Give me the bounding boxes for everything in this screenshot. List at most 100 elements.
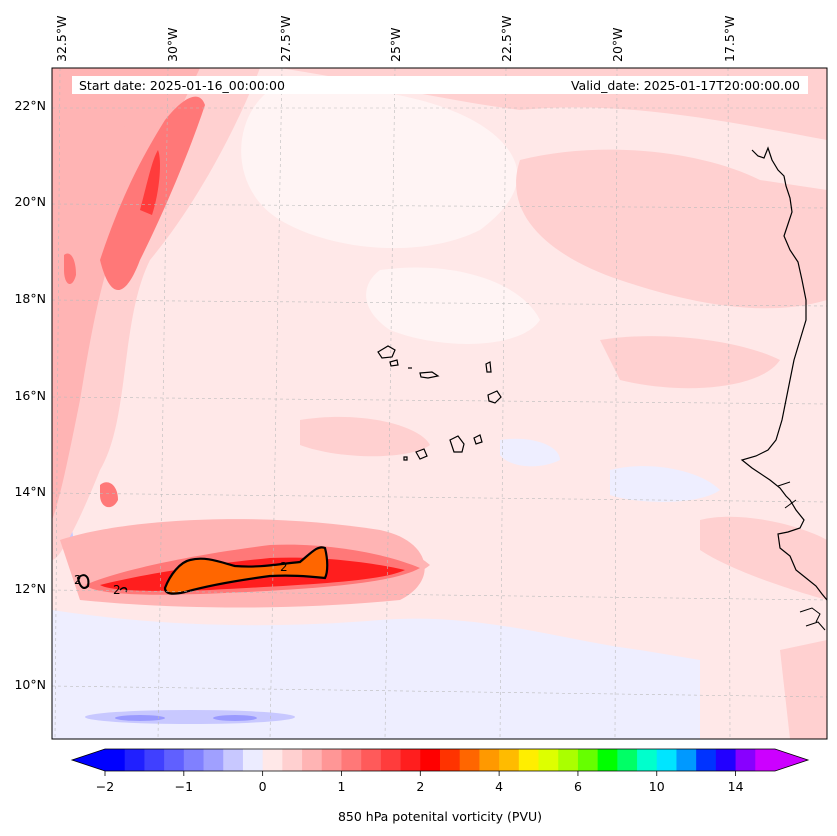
lon-label: 22.5°W [499,16,514,62]
colorbar-segment [105,749,126,771]
island [485,361,492,373]
coastline-detail [777,481,826,631]
negative-pv-patch-center [500,438,560,467]
colorbar-segment [459,749,480,771]
colorbar-segment [302,749,323,771]
lon-label: 30°W [165,27,180,62]
colorbar-segment [380,749,402,771]
lat-label: 22°N [14,98,46,113]
colorbar-segment [538,749,559,771]
pv-2-ridge-core [140,150,160,215]
colorbar-tick-label: 10 [649,779,665,794]
colorbar-segment [755,749,776,771]
contour-label: 2 [280,560,288,574]
colorbar-segment [361,749,382,771]
colorbar-segment [617,749,638,771]
gridline [157,68,169,739]
negative-pv-core [115,715,165,721]
pv-0-5-patch-4 [780,640,827,739]
pv-ridge-spot-2 [100,482,118,508]
pv-2-contour [163,546,329,595]
pv-band-12n-core [165,547,328,594]
colorbar: −2 −1 0 1 2 4 6 10 14 850 hPa potenital vorticit… [70,748,810,824]
lat-label: 18°N [14,291,46,306]
gridline [727,68,731,739]
header-box [72,76,808,94]
colorbar-segment [400,749,421,771]
lat-label: 20°N [14,194,46,209]
valid-date-label: Valid_date: 2025-01-17T20:00:00.00 [571,78,800,93]
colorbar-max-arrow [775,749,808,771]
lat-label: 16°N [14,388,46,403]
colorbar-tick-label: −2 [96,779,114,794]
lon-label: 25°W [388,27,403,62]
colorbar-title: 850 hPa potenital vorticity (PVU) [338,809,542,824]
island [473,434,483,445]
island [377,345,396,359]
colorbar-segment [242,749,264,771]
pv-0-5-region-east [516,149,827,309]
contour-label: 2 [113,583,121,597]
colorbar-segment [715,749,737,771]
colorbar-segment [735,749,756,771]
lat-label: 12°N [14,581,46,596]
colorbar-segment [282,749,303,771]
colorbar-segment [676,749,697,771]
negative-pv-core [213,715,257,721]
pv-0-5-patch-2 [300,416,430,457]
colorbar-ticks: −2 −1 0 1 2 4 6 10 14 [96,771,744,794]
colorbar-segment [518,749,540,771]
lat-label: 10°N [14,677,46,692]
colorbar-tick-label: 1 [337,779,345,794]
gridline [384,68,396,739]
gridline [614,68,618,739]
colorbar-segment [144,749,165,771]
negative-pv-patch-east [610,466,720,502]
lat-label: 14°N [14,484,46,499]
african-coastline [740,146,827,601]
gridline [499,68,507,739]
colorbar-tick-label: 0 [259,779,267,794]
start-date-label: Start date: 2025-01-16_00:00:00 [79,78,285,93]
colorbar-segment [637,749,658,771]
colorbar-tick-label: 4 [495,779,503,794]
colorbar-segment [696,749,717,771]
island [389,359,399,367]
colorbar-segment [440,749,461,771]
pv-0-5-patch-3 [700,516,827,600]
pv-0-5-patch [600,336,780,389]
colorbar-segments [105,749,776,771]
colorbar-segment [183,749,205,771]
colorbar-segment [262,749,283,771]
lon-label: 17.5°W [722,16,737,62]
island [403,456,408,461]
island [419,371,440,379]
lon-label: 20°W [610,27,625,62]
colorbar-segment [223,749,244,771]
colorbar-segment [321,749,342,771]
graticule [52,68,827,739]
colorbar-tick-label: −1 [175,779,193,794]
lon-label: 27.5°W [278,16,293,62]
map-panel: 2 2 2 [52,68,827,739]
colorbar-segment [479,749,500,771]
colorbar-segment [597,749,618,771]
colorbar-segment [499,749,520,771]
gridline [54,68,61,739]
negative-pv-region-south [52,610,700,739]
map-frame [51,67,828,740]
lon-label: 32.5°W [54,16,69,62]
gridline [269,68,283,739]
colorbar-segment [558,749,579,771]
colorbar-segment [124,749,145,771]
colorbar-tick-label: 14 [728,779,744,794]
contour-label: 2 [74,573,82,587]
colorbar-tick-label: 2 [416,779,424,794]
colorbar-segment [656,749,677,771]
near-zero-region-2 [366,267,540,344]
colorbar-segment [203,749,224,771]
island [449,435,465,453]
latitude-labels: 22°N 20°N 18°N 16°N 14°N 12°N 10°N [14,98,46,692]
colorbar-tick-label: 6 [574,779,582,794]
